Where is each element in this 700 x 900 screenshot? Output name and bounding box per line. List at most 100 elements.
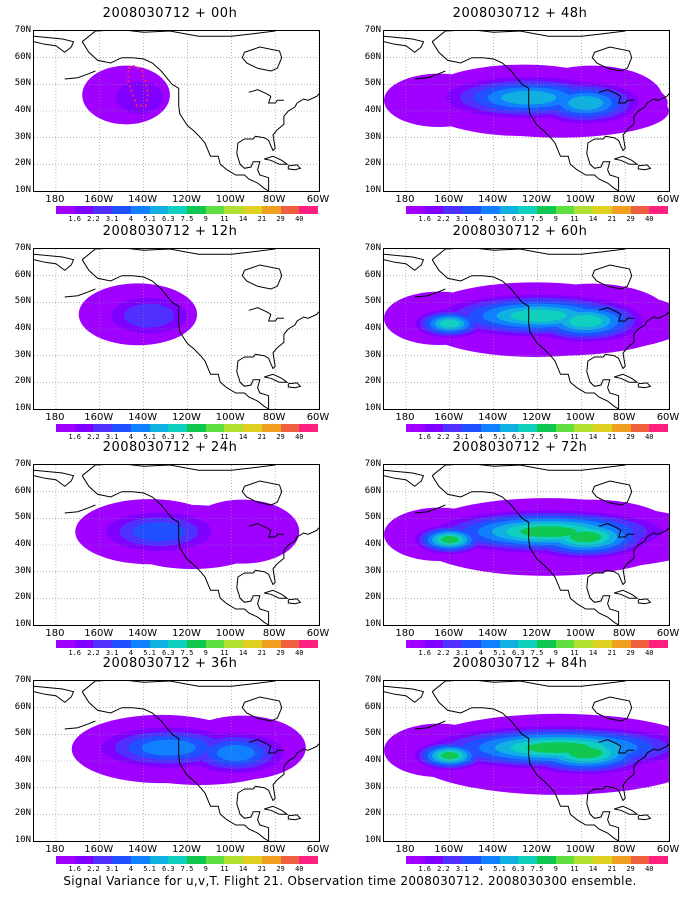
colorbar-label: 9 [553, 215, 558, 223]
lat-tick-label: 60N [14, 51, 31, 62]
panel-title: 2008030712 + 72h [452, 440, 588, 455]
colorbar-swatch [406, 206, 426, 214]
lon-tick-label: 180 [395, 412, 415, 423]
colorbar-swatch [205, 424, 225, 432]
lon-tick-label: 100W [565, 412, 595, 423]
coastline [414, 70, 446, 80]
colorbar-swatch [462, 206, 482, 214]
lon-tick-label: 120W [171, 412, 201, 423]
variance-map [383, 30, 670, 192]
map-canvas [34, 681, 319, 841]
lon-tick-label: 180 [395, 844, 415, 855]
colorbar-swatch [480, 856, 501, 864]
colorbar-swatch [593, 424, 613, 432]
variance-contour [568, 96, 604, 110]
variance-contour [141, 739, 196, 756]
lat-tick-label: 30N [364, 781, 381, 792]
lon-tick-label: 140W [128, 412, 158, 423]
colorbar-swatch [187, 206, 207, 214]
colorbar-label: 14 [588, 215, 598, 223]
colorbar-label: 11 [570, 433, 579, 441]
colorbar-swatch [462, 424, 482, 432]
colorbar-label: 1.6 [68, 215, 82, 223]
colorbar-label: 1.6 [68, 649, 82, 657]
lat-tick-label: 10N [364, 835, 381, 845]
colorbar-swatch [149, 206, 169, 214]
colorbar-labels: 1.6 2.2 3.1 4 5.1 6.3 7.5 9 11 14 21 29 40 [406, 865, 668, 875]
colorbar-label: 29 [626, 649, 635, 657]
colorbar-label: 5.1 [143, 433, 156, 441]
lat-tick-label: 30N [364, 131, 381, 142]
colorbar-label: 4 [478, 865, 483, 873]
lat-tick-label: 50N [14, 296, 31, 307]
colorbar-label: 21 [607, 649, 617, 657]
colorbar-swatch [499, 206, 519, 214]
lat-tick-label: 50N [364, 728, 381, 739]
lat-tick-label: 30N [14, 565, 31, 576]
variance-contour [510, 309, 567, 322]
panel-title: 2008030712 + 60h [452, 224, 588, 239]
colorbar-label: 1.6 [68, 433, 82, 441]
lat-tick-label: 50N [14, 728, 31, 739]
colorbar-swatch [462, 856, 482, 864]
lat-tick-label: 50N [364, 296, 381, 307]
variance-contour [216, 745, 255, 761]
colorbar-swatch [149, 640, 169, 648]
figure-caption: Signal Variance for u,v,T. Flight 21. Ob… [63, 874, 637, 888]
lon-tick-label: 180 [395, 628, 415, 639]
lon-tick-label: 120W [521, 412, 551, 423]
coastline [236, 93, 319, 191]
colorbar-label: 7.5 [530, 865, 544, 873]
colorbar-swatch [555, 640, 575, 648]
colorbar-swatch [649, 206, 669, 214]
coastline [637, 382, 652, 389]
coastline [414, 504, 446, 514]
lat-tick-label: 40N [364, 539, 381, 549]
coastline [287, 382, 302, 389]
forecast-panel: 2008030712 + 12h 70N 60N 50N 40N 30N 20N 10N 180… [0, 224, 340, 446]
lat-tick-label: 10N [14, 185, 31, 195]
colorbar-swatch [424, 856, 444, 864]
lon-tick-label: 160W [84, 412, 114, 423]
variance-contour [441, 752, 459, 760]
coastline [34, 35, 75, 53]
colorbar-labels: 1.6 2.2 3.1 4 5.1 6.3 7.5 9 11 14 21 29 40 [56, 433, 318, 443]
colorbar-swatch [443, 640, 463, 648]
colorbar-swatch [168, 206, 188, 214]
colorbar-swatch [611, 640, 632, 648]
panel-title: 2008030712 + 48h [452, 6, 588, 21]
map-canvas [34, 249, 319, 409]
colorbar-swatch [168, 856, 188, 864]
variance-map [383, 248, 670, 410]
coastline [264, 155, 289, 165]
coastline [241, 480, 283, 506]
lat-tick-label: 60N [364, 485, 381, 496]
lon-tick-label: 60W [656, 412, 680, 423]
colorbar-label: 5.1 [493, 865, 506, 873]
colorbar-label: 9 [203, 865, 208, 873]
coastline [591, 46, 633, 72]
coastline [431, 41, 619, 191]
colorbar-label: 6.3 [511, 865, 525, 873]
coastline [431, 465, 626, 477]
lon-tick-label: 100W [215, 628, 245, 639]
colorbar-swatch [243, 856, 263, 864]
colorbar-label: 2.2 [437, 433, 450, 441]
lon-tick-label: 140W [478, 412, 508, 423]
variance-contour [441, 536, 459, 544]
lat-tick-label: 50N [364, 512, 381, 523]
colorbar [406, 424, 669, 432]
colorbar-swatch [261, 640, 282, 648]
lon-tick-label: 80W [612, 194, 636, 205]
colorbar-swatch [630, 424, 650, 432]
lat-tick-label: 20N [364, 158, 381, 169]
coastline [34, 469, 75, 487]
colorbar-swatch [518, 424, 538, 432]
lon-tick-label: 100W [215, 194, 245, 205]
colorbar-swatch [280, 856, 300, 864]
colorbar-swatch [443, 424, 463, 432]
colorbar-swatch [56, 640, 76, 648]
colorbar-labels: 1.6 2.2 3.1 4 5.1 6.3 7.5 9 11 14 21 29 40 [406, 433, 668, 443]
colorbar-label: 2.2 [437, 215, 450, 223]
colorbar-label: 4 [128, 215, 133, 223]
